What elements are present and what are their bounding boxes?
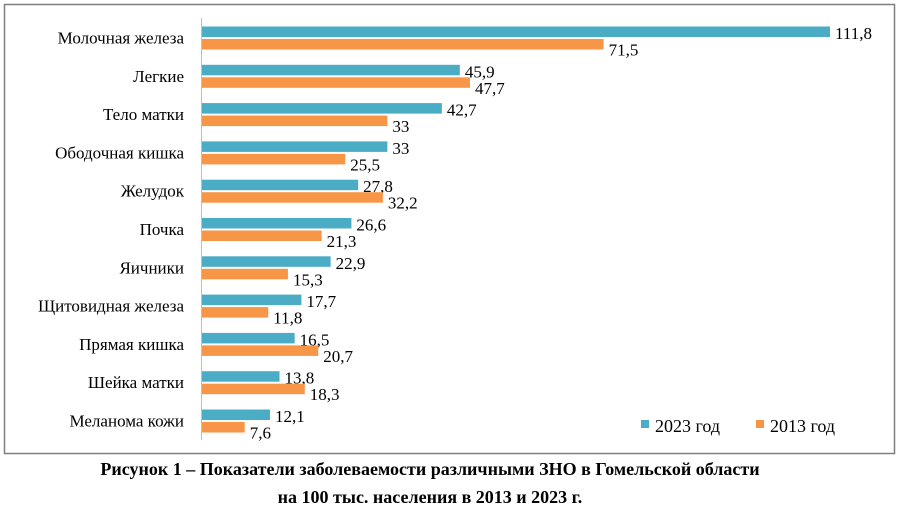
- category-label: Тело матки: [103, 105, 184, 124]
- bar-2023-год: [202, 141, 388, 152]
- legend-label: 2023 год: [655, 416, 720, 436]
- category-label: Желудок: [121, 182, 185, 201]
- data-label: 11,8: [273, 309, 302, 328]
- data-label: 17,7: [306, 292, 336, 311]
- data-label: 33: [392, 117, 409, 136]
- bar-2023-год: [202, 103, 442, 114]
- category-label: Прямая кишка: [79, 335, 184, 354]
- legend-swatch: [756, 420, 764, 428]
- bar-2023-год: [202, 26, 830, 37]
- bar-2023-год: [202, 294, 302, 306]
- data-label: 45,9: [465, 62, 495, 81]
- data-label: 16,5: [300, 330, 330, 349]
- bar-2013-год: [202, 77, 470, 88]
- bar-2023-год: [202, 64, 460, 76]
- bar-2013-год: [202, 115, 388, 127]
- bar-2023-год: [202, 179, 359, 191]
- bar-2013-год: [202, 422, 245, 433]
- category-label: Шейка матки: [88, 373, 184, 392]
- data-label: 12,1: [275, 407, 305, 426]
- legend: 2023 год 2013 год: [641, 416, 835, 436]
- category-label: Меланома кожи: [70, 412, 185, 431]
- category-label: Почка: [140, 220, 185, 239]
- category-label: Легкие: [133, 67, 184, 86]
- data-label: 27,8: [363, 177, 393, 196]
- bar-2013-год: [202, 268, 288, 280]
- data-label: 7,6: [250, 424, 271, 443]
- figure-caption-line-1: Рисунок 1 – Показатели заболеваемости ра…: [100, 459, 760, 479]
- data-label: 33: [392, 139, 409, 158]
- legend-label: 2013 год: [770, 416, 835, 436]
- bar-2023-год: [202, 332, 295, 344]
- data-label: 13,8: [285, 369, 315, 388]
- bar-2023-год: [202, 371, 280, 382]
- bar-2013-год: [202, 192, 383, 203]
- data-label: 26,6: [356, 216, 386, 235]
- data-label: 18,3: [310, 385, 340, 404]
- data-label: 25,5: [350, 155, 380, 174]
- bar-2013-год: [202, 230, 322, 241]
- data-label: 42,7: [447, 101, 477, 120]
- bar-2023-год: [202, 218, 352, 229]
- category-label: Молочная железа: [58, 29, 185, 48]
- data-label: 20,7: [323, 347, 353, 366]
- figure-caption-line-2: на 100 тыс. населения в 2013 и 2023 г.: [277, 487, 583, 507]
- data-label: 22,9: [336, 254, 366, 273]
- bar-2013-год: [202, 383, 305, 395]
- data-label: 21,3: [327, 232, 357, 251]
- data-label: 71,5: [609, 41, 639, 60]
- legend-swatch: [641, 420, 649, 428]
- data-label: 15,3: [293, 270, 323, 289]
- category-label: Яичники: [119, 258, 184, 277]
- bar-2023-год: [202, 256, 331, 267]
- bar-2013-год: [202, 345, 319, 356]
- category-label: Щитовидная железа: [38, 297, 184, 316]
- data-label: 47,7: [475, 79, 505, 98]
- data-label: 32,2: [388, 194, 418, 213]
- bar-2013-год: [202, 39, 604, 50]
- category-label: Ободочная кишка: [55, 143, 184, 162]
- bar-2023-год: [202, 409, 270, 420]
- bar-2013-год: [202, 307, 269, 318]
- data-label: 111,8: [835, 24, 872, 43]
- bar-2013-год: [202, 153, 346, 165]
